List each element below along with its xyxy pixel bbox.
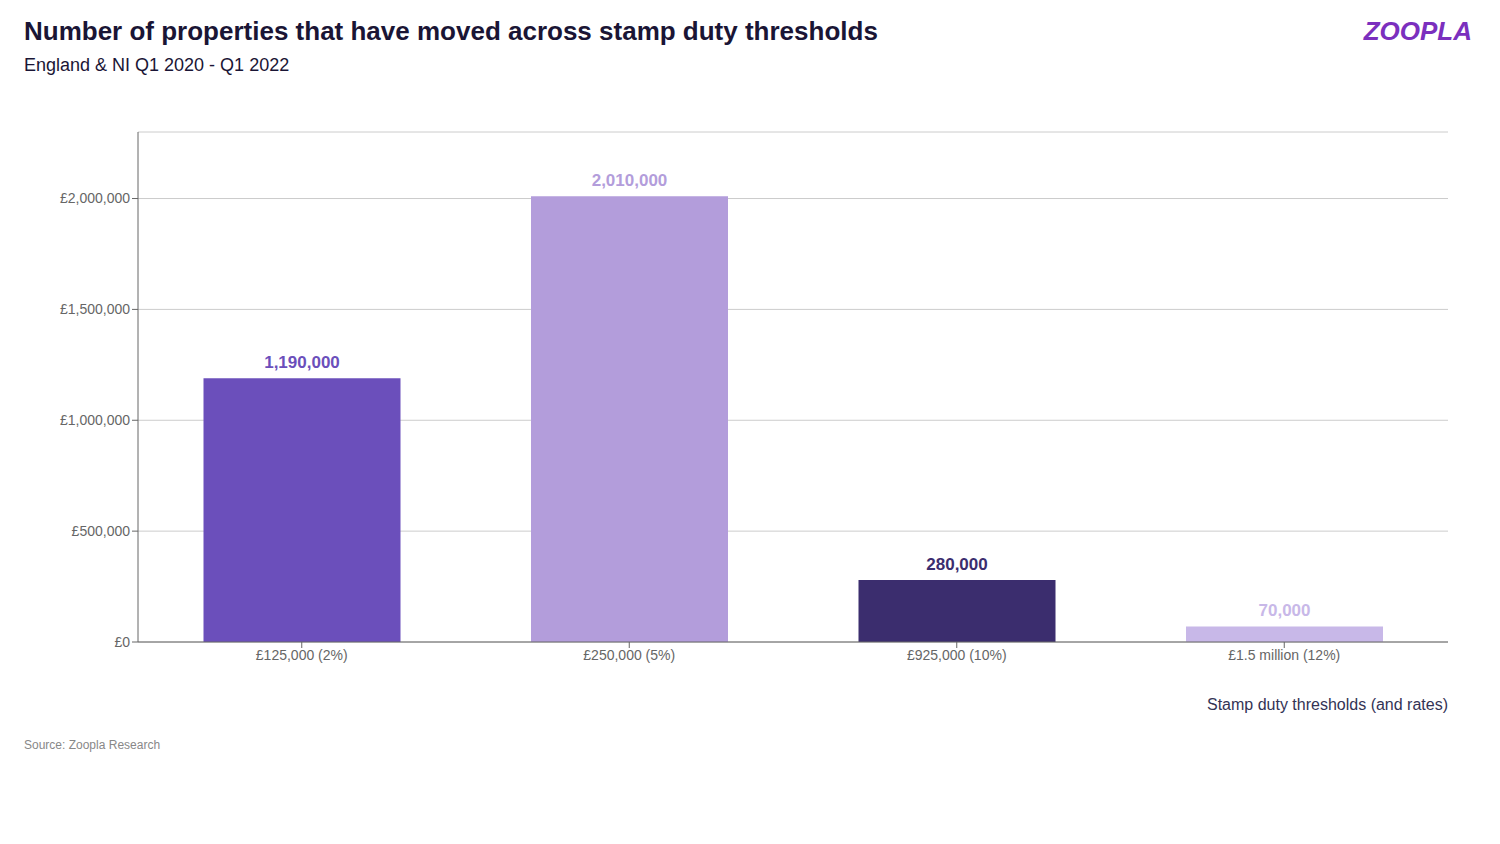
html-text:Source: Zoopla Research: Source: Zoopla Research [24,738,161,752]
html-text:ZOOPLA: ZOOPLA [1363,16,1472,46]
svg-text:£1.5 million (12%): £1.5 million (12%) [1228,647,1340,663]
svg-text:1,190,000: 1,190,000 [264,353,340,372]
svg-text:280,000: 280,000 [926,555,987,574]
svg-text:£2,000,000: £2,000,000 [60,190,130,206]
html-text:Stamp duty thresholds (and rat: Stamp duty thresholds (and rates) [1207,696,1448,713]
svg-text:£925,000 (10%): £925,000 (10%) [907,647,1007,663]
html-text:Number of properties that have: Number of properties that have moved acr… [24,16,878,46]
svg-text:70,000: 70,000 [1259,601,1311,620]
svg-text:2,010,000: 2,010,000 [592,171,668,190]
svg-text:£250,000 (5%): £250,000 (5%) [583,647,675,663]
svg-text:£500,000: £500,000 [72,523,131,539]
svg-text:£0: £0 [114,634,130,650]
svg-text:£1,500,000: £1,500,000 [60,301,130,317]
html-text:England & NI Q1 2020 - Q1 2022: England & NI Q1 2020 - Q1 2022 [24,55,290,75]
svg-text:£125,000 (2%): £125,000 (2%) [256,647,348,663]
svg-text:£1,000,000: £1,000,000 [60,412,130,428]
